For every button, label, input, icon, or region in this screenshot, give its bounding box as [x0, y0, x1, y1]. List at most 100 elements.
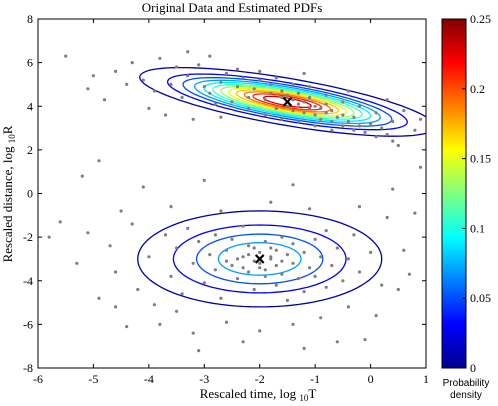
plot-frame: [37, 18, 427, 369]
data-point: [335, 340, 339, 344]
data-point: [147, 106, 151, 110]
colorbar-tick-label: 0: [470, 361, 476, 375]
data-point: [280, 89, 284, 93]
data-point: [186, 226, 190, 230]
data-point: [180, 95, 184, 100]
data-point: [341, 124, 345, 128]
data-point: [114, 69, 118, 73]
data-point: [413, 128, 417, 132]
data-point: [258, 78, 262, 82]
data-point: [263, 274, 267, 278]
data-point: [319, 316, 323, 320]
data-point: [374, 135, 378, 139]
data-point: [313, 274, 317, 278]
data-point: [186, 74, 190, 78]
data-point: [296, 91, 301, 95]
data-point: [324, 93, 328, 97]
data-point: [258, 266, 262, 270]
pdf-contour-1: [263, 95, 312, 109]
data-point: [313, 113, 317, 117]
colorbar-gradient: [441, 18, 467, 369]
data-point: [280, 235, 284, 239]
data-point: [58, 220, 62, 224]
data-point: [324, 285, 328, 289]
pdf-contour-1: [193, 79, 381, 125]
data-point: [258, 261, 262, 265]
data-point: [324, 229, 328, 233]
data-point: [235, 277, 240, 281]
data-point: [357, 104, 362, 108]
data-point: [285, 298, 289, 302]
data-point: [269, 91, 273, 95]
x-tick-label: -1: [310, 372, 320, 386]
data-point: [369, 122, 373, 126]
data-point: [402, 248, 406, 252]
data-point: [191, 261, 195, 265]
cluster-centers: [254, 97, 293, 264]
data-point: [230, 100, 234, 104]
data-point: [335, 115, 339, 119]
y-tick-label: 4: [27, 99, 33, 113]
data-point: [380, 126, 384, 130]
data-point: [302, 346, 306, 350]
data-point: [296, 119, 301, 124]
data-point: [291, 322, 295, 326]
center-marker: [254, 254, 265, 264]
data-point: [247, 253, 251, 257]
data-point: [346, 305, 350, 309]
data-point: [86, 87, 90, 91]
data-point: [263, 268, 267, 272]
data-point: [302, 71, 306, 76]
data-point: [197, 239, 201, 244]
data-point: [191, 117, 195, 121]
center-marker: [282, 97, 293, 107]
data-point: [274, 263, 278, 268]
data-point: [125, 82, 129, 86]
data-point: [230, 263, 234, 268]
data-point: [302, 100, 306, 104]
data-point: [335, 246, 339, 250]
data-point: [208, 253, 212, 257]
data-point: [319, 117, 323, 121]
data-point: [235, 257, 240, 261]
data-point: [169, 274, 173, 278]
data-point: [274, 106, 278, 110]
data-point: [235, 67, 240, 71]
data-point: [158, 56, 162, 60]
data-point: [357, 205, 362, 209]
data-point: [241, 255, 245, 259]
data-point: [125, 325, 129, 329]
data-point: [280, 272, 284, 276]
data-point: [224, 259, 229, 263]
data-point: [291, 183, 295, 187]
data-point: [247, 244, 251, 248]
data-point: [263, 239, 267, 244]
data-point: [385, 98, 389, 102]
data-point: [352, 233, 356, 237]
pdf-contour-2: [195, 233, 324, 285]
data-point: [269, 82, 273, 86]
data-point: [252, 287, 256, 292]
data-point: [402, 109, 406, 113]
y-tick-label: -4: [23, 274, 33, 288]
data-point: [291, 82, 295, 86]
data-point: [163, 113, 168, 117]
data-point: [224, 320, 229, 324]
data-point: [258, 329, 262, 333]
data-point: [263, 113, 267, 117]
data-point: [102, 98, 107, 102]
data-point: [263, 98, 267, 102]
data-point: [241, 266, 245, 270]
data-point: [308, 207, 312, 211]
data-point: [202, 281, 206, 285]
data-point: [296, 102, 301, 106]
data-point: [285, 93, 289, 97]
pdf-contour-1: [252, 93, 323, 111]
pdf-contour-1: [220, 85, 355, 119]
data-point: [108, 244, 112, 248]
data-point: [280, 95, 284, 100]
data-point: [258, 69, 262, 73]
data-point: [269, 246, 273, 250]
y-tick-label: 6: [27, 56, 33, 70]
